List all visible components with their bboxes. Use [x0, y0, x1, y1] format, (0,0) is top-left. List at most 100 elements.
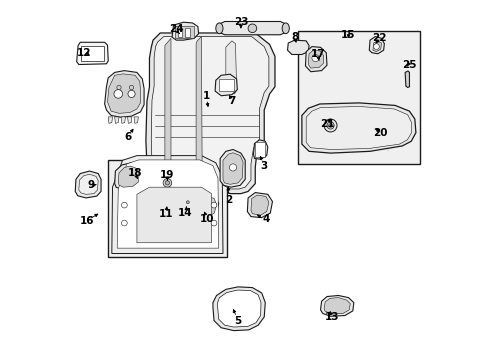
Circle shape: [328, 124, 332, 127]
Text: 16: 16: [79, 216, 94, 226]
Polygon shape: [217, 290, 261, 327]
Circle shape: [311, 54, 319, 62]
Ellipse shape: [215, 23, 223, 34]
Circle shape: [163, 179, 171, 187]
Circle shape: [229, 164, 236, 171]
Polygon shape: [75, 171, 101, 198]
Text: 10: 10: [199, 215, 214, 224]
Polygon shape: [77, 42, 108, 64]
Circle shape: [160, 176, 174, 190]
Polygon shape: [223, 153, 243, 184]
Text: 3: 3: [260, 161, 267, 171]
Polygon shape: [201, 197, 216, 217]
Circle shape: [373, 44, 379, 49]
Polygon shape: [196, 37, 202, 181]
Polygon shape: [215, 74, 237, 96]
Text: 24: 24: [169, 24, 183, 35]
Bar: [178, 28, 182, 37]
Polygon shape: [220, 149, 244, 187]
Circle shape: [211, 220, 217, 226]
Polygon shape: [301, 103, 415, 153]
Polygon shape: [118, 166, 139, 187]
Text: 12: 12: [77, 48, 91, 58]
Polygon shape: [117, 160, 218, 248]
Polygon shape: [104, 71, 144, 117]
Circle shape: [165, 181, 169, 185]
Text: 21: 21: [319, 120, 333, 129]
Polygon shape: [372, 41, 381, 51]
Circle shape: [324, 119, 336, 132]
Bar: [174, 26, 194, 39]
Text: 5: 5: [233, 316, 241, 325]
Polygon shape: [305, 107, 411, 149]
Text: 20: 20: [373, 129, 387, 138]
Polygon shape: [127, 117, 132, 123]
Text: 6: 6: [124, 132, 131, 142]
Circle shape: [129, 85, 133, 90]
Bar: [185, 28, 189, 37]
Text: 13: 13: [325, 312, 339, 322]
Polygon shape: [320, 296, 353, 316]
Polygon shape: [115, 163, 142, 190]
Text: 1: 1: [203, 91, 210, 101]
Text: 4: 4: [262, 215, 269, 224]
Text: 11: 11: [158, 209, 172, 219]
Ellipse shape: [282, 23, 289, 34]
Bar: [107, 160, 227, 257]
Polygon shape: [247, 193, 272, 218]
Text: 8: 8: [290, 32, 298, 41]
Circle shape: [184, 199, 191, 206]
Circle shape: [186, 201, 189, 204]
Text: 14: 14: [178, 208, 192, 218]
Text: 22: 22: [371, 33, 386, 43]
Polygon shape: [253, 140, 267, 159]
Polygon shape: [405, 71, 408, 87]
Polygon shape: [121, 117, 125, 123]
Text: 17: 17: [310, 49, 325, 59]
Polygon shape: [219, 22, 285, 35]
Polygon shape: [368, 37, 384, 54]
Circle shape: [114, 90, 122, 98]
Polygon shape: [115, 117, 119, 123]
Polygon shape: [107, 74, 140, 113]
Circle shape: [128, 90, 135, 98]
Bar: [81, 46, 103, 60]
Polygon shape: [305, 46, 326, 72]
Circle shape: [326, 122, 333, 129]
Polygon shape: [151, 37, 268, 189]
Polygon shape: [287, 40, 308, 54]
Text: 2: 2: [224, 195, 231, 205]
Polygon shape: [163, 193, 175, 208]
Polygon shape: [145, 33, 274, 194]
Polygon shape: [324, 298, 349, 314]
Polygon shape: [108, 117, 112, 123]
Polygon shape: [250, 195, 268, 215]
Text: 25: 25: [402, 60, 416, 70]
Text: 7: 7: [228, 96, 235, 106]
Circle shape: [121, 220, 127, 226]
Text: 15: 15: [341, 30, 355, 40]
Polygon shape: [225, 41, 236, 94]
Polygon shape: [164, 39, 171, 176]
Polygon shape: [137, 187, 211, 243]
Polygon shape: [134, 117, 138, 123]
Circle shape: [182, 197, 193, 208]
Text: 23: 23: [233, 17, 247, 27]
Bar: [255, 142, 265, 157]
Polygon shape: [79, 174, 98, 194]
Polygon shape: [112, 156, 223, 253]
Text: 19: 19: [160, 170, 174, 180]
Polygon shape: [212, 287, 265, 330]
Circle shape: [247, 24, 256, 33]
Polygon shape: [198, 194, 218, 219]
Polygon shape: [160, 190, 178, 211]
Bar: [297, 31, 419, 164]
Text: 9: 9: [88, 180, 95, 190]
Polygon shape: [308, 50, 323, 68]
Text: 18: 18: [128, 168, 142, 178]
Circle shape: [117, 85, 121, 90]
Bar: [218, 78, 233, 91]
Circle shape: [121, 202, 127, 208]
Circle shape: [211, 202, 217, 208]
Polygon shape: [172, 22, 198, 40]
